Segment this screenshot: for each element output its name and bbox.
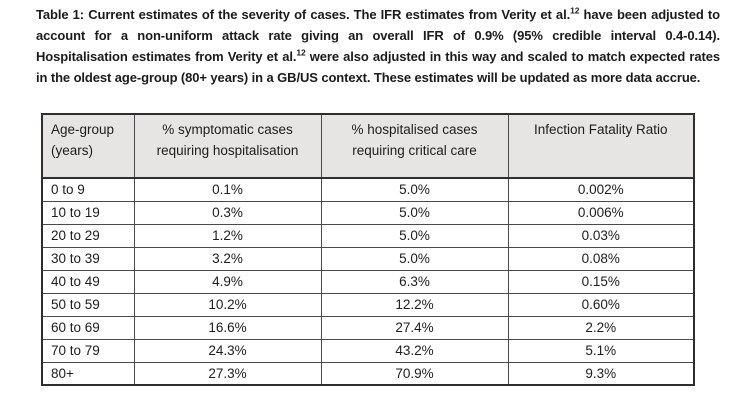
cell-ifr: 2.2%	[507, 315, 695, 340]
cell-age-group: 60 to 69	[41, 315, 135, 340]
citation-superscript-1: 12	[570, 5, 580, 16]
cell-ifr: 9.3%	[507, 361, 695, 386]
cell-critical-care-pct: 5.0%	[320, 246, 509, 271]
caption-text-3: were also adjusted in this way and scale…	[36, 49, 720, 85]
cell-ifr: 0.15%	[507, 269, 695, 294]
table-row: 40 to 49 4.9% 6.3% 0.15%	[41, 269, 695, 294]
cell-hospitalisation-pct: 16.6%	[133, 315, 322, 340]
cell-age-group: 40 to 49	[41, 269, 135, 294]
table-row: 80+ 27.3% 70.9% 9.3%	[41, 361, 695, 386]
cell-hospitalisation-pct: 0.1%	[133, 177, 322, 202]
cell-hospitalisation-pct: 1.2%	[133, 223, 322, 248]
cell-age-group: 0 to 9	[41, 177, 135, 202]
cell-ifr: 0.03%	[507, 223, 695, 248]
header-line: requiring critical care	[352, 143, 477, 158]
cell-age-group: 20 to 29	[41, 223, 135, 248]
header-line: % symptomatic cases	[162, 122, 293, 137]
cell-ifr: 0.006%	[507, 200, 695, 225]
table-row: 0 to 9 0.1% 5.0% 0.002%	[41, 177, 695, 202]
cell-critical-care-pct: 27.4%	[320, 315, 509, 340]
table-caption: Table 1: Current estimates of the severi…	[36, 4, 720, 88]
cell-critical-care-pct: 43.2%	[320, 338, 509, 363]
caption-text-1: Table 1: Current estimates of the severi…	[36, 7, 571, 22]
citation-superscript-2: 12	[296, 47, 306, 58]
table-row: 10 to 19 0.3% 5.0% 0.006%	[41, 200, 695, 225]
cell-hospitalisation-pct: 3.2%	[133, 246, 322, 271]
column-header-critical-care: % hospitalised cases requiring critical c…	[320, 113, 509, 179]
header-line: % hospitalised cases	[351, 122, 478, 137]
header-row: Age-group (years) % symptomatic cases requ…	[41, 113, 695, 179]
header-line: Infection Fatality Ratio	[533, 122, 668, 137]
table-row: 20 to 29 1.2% 5.0% 0.03%	[41, 223, 695, 248]
severity-table: Age-group (years) % symptomatic cases requ…	[41, 113, 695, 386]
cell-critical-care-pct: 12.2%	[320, 292, 509, 317]
column-header-symptomatic-hospitalised: % symptomatic cases requiring hospitalisa…	[133, 113, 322, 179]
cell-critical-care-pct: 70.9%	[320, 361, 509, 386]
cell-critical-care-pct: 6.3%	[320, 269, 509, 294]
cell-age-group: 80+	[41, 361, 135, 386]
cell-age-group: 70 to 79	[41, 338, 135, 363]
cell-ifr: 0.002%	[507, 177, 695, 202]
cell-age-group: 50 to 59	[41, 292, 135, 317]
header-line: requiring hospitalisation	[156, 143, 299, 158]
cell-ifr: 5.1%	[507, 338, 695, 363]
column-header-infection-fatality-ratio: Infection Fatality Ratio	[507, 113, 695, 179]
cell-hospitalisation-pct: 0.3%	[133, 200, 322, 225]
cell-age-group: 10 to 19	[41, 200, 135, 225]
cell-hospitalisation-pct: 27.3%	[133, 361, 322, 386]
table-row: 50 to 59 10.2% 12.2% 0.60%	[41, 292, 695, 317]
cell-hospitalisation-pct: 10.2%	[133, 292, 322, 317]
cell-critical-care-pct: 5.0%	[320, 177, 509, 202]
cell-hospitalisation-pct: 4.9%	[133, 269, 322, 294]
cell-age-group: 30 to 39	[41, 246, 135, 271]
cell-ifr: 0.60%	[507, 292, 695, 317]
table-row: 30 to 39 3.2% 5.0% 0.08%	[41, 246, 695, 271]
cell-hospitalisation-pct: 24.3%	[133, 338, 322, 363]
header-line: (years)	[51, 143, 94, 158]
cell-ifr: 0.08%	[507, 246, 695, 271]
cell-critical-care-pct: 5.0%	[320, 223, 509, 248]
header-line: Age-group	[51, 122, 115, 137]
caption-text-2: have been adjusted to account for a non-…	[36, 7, 720, 64]
table-row: 60 to 69 16.6% 27.4% 2.2%	[41, 315, 695, 340]
cell-critical-care-pct: 5.0%	[320, 200, 509, 225]
column-header-age-group: Age-group (years)	[41, 113, 135, 179]
table-row: 70 to 79 24.3% 43.2% 5.1%	[41, 338, 695, 363]
